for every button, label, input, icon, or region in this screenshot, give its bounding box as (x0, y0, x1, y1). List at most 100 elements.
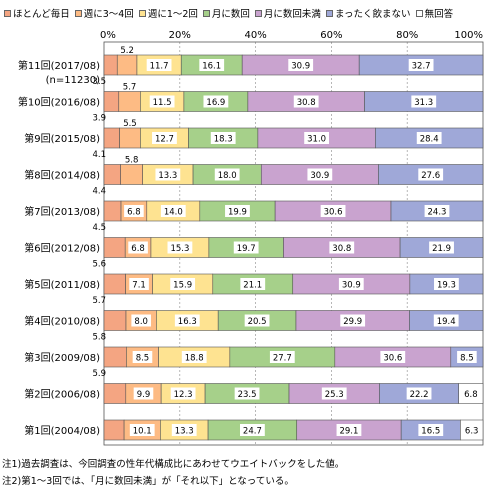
data-label: 5.7 (123, 83, 137, 93)
data-label-bg (380, 351, 406, 363)
data-label: 23.5 (238, 390, 257, 400)
data-label: 12.3 (174, 390, 193, 400)
data-label-bg (167, 241, 193, 254)
data-label: 18.0 (218, 171, 237, 181)
bar-segment (116, 54, 138, 76)
note-2: 注2)第1～3回では、「月に数回未満」が「それ以下」となっている。 (2, 476, 294, 487)
data-label: 29.1 (339, 427, 358, 437)
data-label: 14.0 (164, 208, 183, 218)
legend-swatch (202, 9, 210, 17)
data-label-bg (203, 95, 229, 108)
data-label: 24.3 (428, 208, 447, 218)
data-label: 10.1 (133, 427, 152, 437)
data-label: 4.4 (92, 187, 106, 197)
data-label: 30.6 (324, 208, 343, 218)
data-label: 30.8 (332, 244, 351, 254)
data-label-bg (338, 278, 364, 290)
data-label-bg (174, 314, 200, 327)
data-label: 19.4 (437, 317, 456, 327)
bar-segment (103, 237, 126, 258)
data-label: 32.7 (412, 62, 431, 72)
data-label-bg (171, 424, 197, 436)
data-label: 7.1 (132, 281, 146, 291)
data-label-bg (160, 205, 186, 217)
notes: 注1)過去調査は、今回調査の性年代構成比にあわせてウエイトバックをした値。 注2… (2, 456, 344, 490)
bar-segment (119, 127, 141, 149)
data-label-bg (321, 387, 347, 400)
data-label: 12.7 (155, 135, 174, 145)
legend-swatch (254, 9, 262, 17)
data-label-bg (293, 95, 319, 108)
data-label: 16.1 (202, 62, 221, 72)
row-label: 第6回(2012/08) (24, 242, 100, 255)
legend-label: 週に1～2回 (147, 9, 198, 20)
data-label: 15.9 (173, 281, 192, 291)
data-label-bg (240, 278, 266, 290)
data-label-bg (210, 132, 236, 144)
data-label-bg (131, 314, 151, 327)
row-label: 第10回(2016/08) (18, 96, 100, 109)
data-label: 5.6 (92, 260, 106, 270)
data-label-bg (269, 351, 295, 363)
data-label: 27.6 (421, 171, 440, 181)
data-label-bg (307, 168, 333, 181)
row-label: 第11回(2017/08) (18, 59, 100, 72)
legend-swatch (415, 9, 423, 17)
bar-segment (103, 310, 127, 331)
data-label-bg (433, 314, 459, 327)
x-tick-label: 20% (169, 30, 191, 41)
data-label: 19.9 (228, 208, 247, 218)
data-label-bg (170, 278, 196, 290)
bar-segment (103, 383, 127, 404)
row-sublabel: (n=11230) (46, 75, 100, 86)
bar-segment (103, 273, 126, 295)
data-label: 6.8 (127, 208, 141, 218)
legend-label: 月に数回未満 (263, 9, 321, 20)
data-label-bg (461, 424, 482, 436)
data-label: 3.9 (92, 114, 106, 124)
legend-label: 月に数回 (211, 9, 250, 20)
data-label-bg (416, 132, 442, 144)
data-label-bg (233, 241, 259, 254)
data-label-bg (199, 59, 225, 71)
data-label-bg (429, 241, 454, 254)
data-label: 16.3 (178, 317, 197, 327)
data-label: 4.5 (92, 223, 106, 233)
data-label: 22.2 (410, 390, 429, 400)
x-tick-label: 100% (454, 30, 483, 41)
data-label-bg (244, 314, 270, 327)
data-label: 30.9 (291, 62, 310, 72)
legend-item-1: 週に3～4回 (74, 6, 134, 20)
data-label-bg (406, 387, 432, 400)
data-label-bg (170, 387, 196, 400)
data-label: 30.6 (383, 354, 402, 364)
data-label: 27.7 (273, 354, 292, 364)
row-label: 第1回(2004/08) (24, 424, 100, 437)
data-label-bg (214, 168, 240, 181)
data-label: 3.5 (92, 77, 106, 87)
data-label-bg (434, 278, 459, 290)
data-label: 30.9 (310, 171, 329, 181)
data-label-bg (424, 205, 450, 217)
legend: ほとんど毎日 週に3～4回 週に1～2回 月に数回 月に数回未満 まったく飲まない 無回答 (4, 6, 504, 20)
data-label: 8.5 (460, 354, 474, 364)
data-label: 5.7 (92, 296, 106, 306)
data-label: 4.1 (92, 150, 106, 160)
data-label: 5.8 (125, 156, 139, 166)
row-label: 第7回(2013/08) (24, 205, 100, 218)
legend-swatch (325, 9, 333, 17)
data-label-bg (240, 424, 265, 436)
bar-segment (118, 91, 141, 112)
legend-label: 無回答 (424, 9, 454, 20)
data-label: 19.7 (237, 244, 256, 254)
data-label: 13.3 (158, 171, 177, 181)
data-label-bg (181, 351, 207, 363)
data-label: 16.5 (421, 427, 440, 437)
data-label-bg (329, 241, 355, 254)
data-label-bg (320, 205, 346, 217)
data-label-bg (133, 387, 154, 400)
data-label-bg (234, 387, 260, 400)
data-label: 31.0 (307, 135, 326, 145)
data-label-bg (461, 387, 481, 400)
bar-segment (103, 419, 125, 441)
